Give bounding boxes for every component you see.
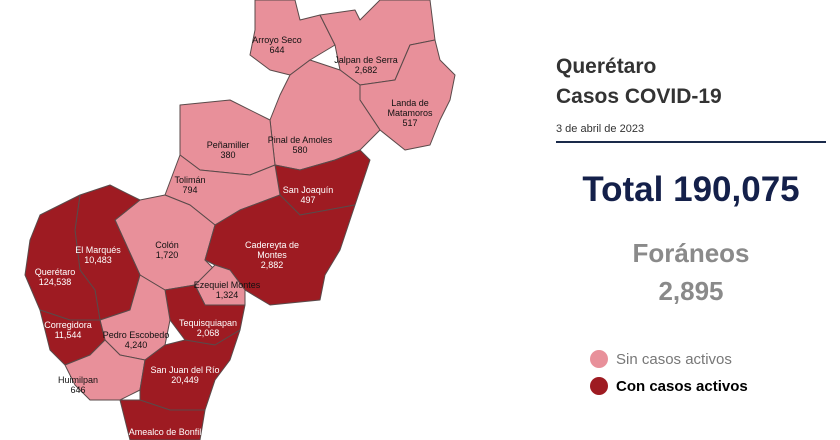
municipality-cases: 11,544 xyxy=(54,330,82,340)
municipality-name: Corregidora xyxy=(44,320,92,330)
municipality-name: Tolimán xyxy=(174,175,206,185)
municipality-cases: 1,324 xyxy=(215,290,239,300)
map xyxy=(24,0,456,440)
municipality-label: Pedro Escobedo 4,240 xyxy=(98,330,174,350)
municipality-label: Tequisquiapan 2,068 xyxy=(170,318,246,338)
legend-item: Con casos activos xyxy=(590,377,748,395)
municipality-label: El Marqués 10,483 xyxy=(60,245,136,265)
municipality-name: San Juan del Río xyxy=(150,365,220,375)
municipality-name: San Joaquín xyxy=(282,185,334,195)
municipality-label: Amealco de Bonfil xyxy=(127,427,203,437)
foraneos-value: 2,895 xyxy=(658,276,724,306)
municipality-name: El Marqués xyxy=(75,245,121,255)
municipality-label: Corregidora 11,544 xyxy=(30,320,106,340)
municipality-label: Pinal de Amoles 580 xyxy=(262,135,338,155)
subtitle: Casos COVID-19 xyxy=(556,85,722,108)
municipality-cases: 580 xyxy=(292,145,308,155)
municipality xyxy=(139,329,241,411)
municipality-label: Peñamiller 380 xyxy=(190,140,266,160)
municipality-label: San Joaquín 497 xyxy=(270,185,346,205)
legend-label: Sin casos activos xyxy=(616,350,732,368)
municipality-label: Tolimán 794 xyxy=(152,175,228,195)
municipality xyxy=(179,99,276,176)
municipality-name: Pinal de Amoles xyxy=(267,135,333,145)
total-value: 190,075 xyxy=(673,170,800,209)
municipality-cases: 4,240 xyxy=(124,340,148,350)
municipality-cases: 2,068 xyxy=(196,328,220,338)
municipality-cases: 2,682 xyxy=(354,65,378,75)
municipality-cases: 2,882 xyxy=(260,260,284,270)
municipality-name: Amealco de Bonfil xyxy=(128,427,202,437)
municipality-label: Cadereyta de Montes 2,882 xyxy=(234,240,310,270)
municipality-label: Arroyo Seco 644 xyxy=(239,35,315,55)
municipality-cases: 380 xyxy=(220,150,236,160)
municipality-name: Querétaro xyxy=(34,267,76,277)
municipality-cases: 497 xyxy=(300,195,316,205)
legend-label: Con casos activos xyxy=(616,377,748,395)
municipality xyxy=(119,399,206,440)
title: Querétaro xyxy=(556,55,657,78)
municipality-label: Colón 1,720 xyxy=(129,240,205,260)
municipality-label: San Juan del Río 20,449 xyxy=(147,365,223,385)
municipality-cases: 10,483 xyxy=(84,255,112,265)
municipality-cases: 1,720 xyxy=(155,250,179,260)
municipality-name: Cadereyta de Montes xyxy=(244,240,300,260)
legend-item: Sin casos activos xyxy=(590,350,732,368)
municipality-cases: 644 xyxy=(269,45,285,55)
date: 3 de abril de 2023 xyxy=(556,123,645,135)
municipality-cases: 646 xyxy=(70,385,86,395)
municipality-name: Pedro Escobedo xyxy=(102,330,170,340)
municipality-cases: 517 xyxy=(402,118,418,128)
municipality-cases: 124,538 xyxy=(38,277,72,287)
total: Total 190,075 xyxy=(556,170,826,210)
municipality-name: Landa de Matamoros xyxy=(387,98,433,118)
municipality-name: Ezequiel Montes xyxy=(193,280,261,290)
municipality-name: Peñamiller xyxy=(206,140,250,150)
legend-swatch xyxy=(590,350,608,368)
municipality-label: Ezequiel Montes 1,324 xyxy=(189,280,265,300)
municipality-label: Querétaro 124,538 xyxy=(17,267,93,287)
legend-swatch xyxy=(590,377,608,395)
municipality-name: Tequisquiapan xyxy=(178,318,238,328)
municipality-cases: 20,449 xyxy=(171,375,199,385)
municipality-label: Huimilpan 646 xyxy=(40,375,116,395)
total-label: Total xyxy=(582,170,664,209)
municipality-name: Arroyo Seco xyxy=(252,35,302,45)
divider xyxy=(556,141,826,143)
foraneos-label: Foráneos xyxy=(632,238,750,268)
municipality-name: Colón xyxy=(155,240,179,250)
municipality-label: Landa de Matamoros 517 xyxy=(372,98,448,128)
municipality-label: Jalpan de Serra 2,682 xyxy=(328,55,404,75)
municipality-name: Jalpan de Serra xyxy=(334,55,398,65)
municipality-cases: 794 xyxy=(182,185,198,195)
municipality-name: Huimilpan xyxy=(57,375,99,385)
